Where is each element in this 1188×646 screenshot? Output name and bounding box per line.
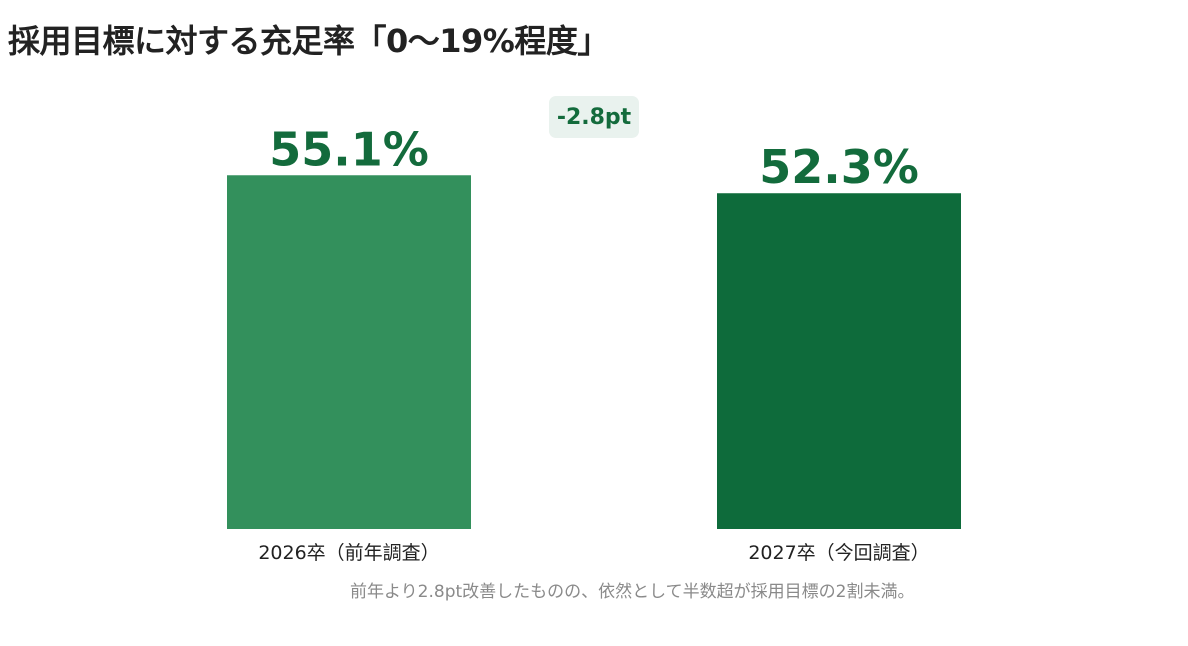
chart-title: 採用目標に対する充足率「0〜19%程度」 (8, 22, 609, 60)
bar-value-label-1: 55.1% (269, 122, 429, 176)
category-label-1: 2026卒（前年調査） (258, 542, 439, 564)
bar-1 (227, 175, 471, 529)
category-label-2: 2027卒（今回調査） (748, 542, 929, 564)
bar-2 (717, 193, 961, 529)
change-badge: -2.8pt (549, 96, 639, 138)
bar-value-label-2: 52.3% (759, 140, 919, 194)
chart-footnote: 前年より2.8pt改善したものの、依然として半数超が採用目標の2割未満。 (350, 582, 915, 602)
